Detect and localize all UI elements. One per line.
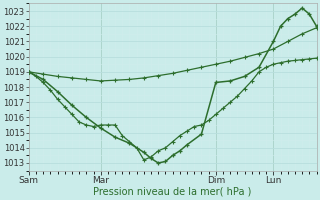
X-axis label: Pression niveau de la mer( hPa ): Pression niveau de la mer( hPa ) — [93, 187, 252, 197]
